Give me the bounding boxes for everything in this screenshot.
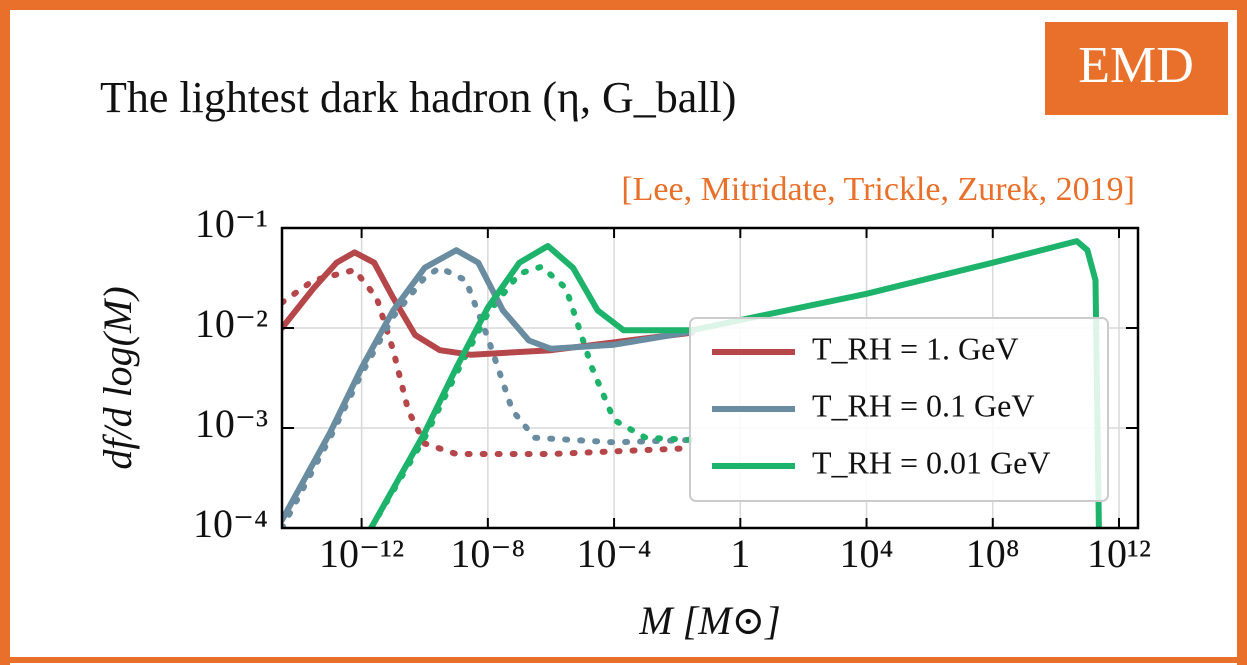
x-tick-label: 10¹² — [1087, 531, 1151, 576]
legend-label: T_RH = 0.01 GeV — [812, 444, 1050, 480]
x-tick-label: 1 — [730, 531, 750, 576]
ticks: 10⁻¹² 10⁻⁸ 10⁻⁴ 1 10⁴ 10⁸ 10¹² 10⁻⁴ 10⁻³ 10⁻² 10⁻¹ — [193, 201, 1151, 576]
plot-lines — [282, 238, 1102, 528]
y-tick-label: 10⁻³ — [195, 401, 268, 446]
x-tick-label: 10⁴ — [840, 531, 894, 576]
legend-box — [689, 317, 1109, 502]
series-line — [368, 238, 1102, 528]
y-axis-label: df/d log(M) — [95, 286, 140, 469]
slide-title: The lightest dark hadron (η, G_ball) — [100, 73, 736, 122]
series-line — [282, 247, 696, 524]
y-tick-label: 10⁻¹ — [195, 201, 268, 246]
legend: T_RH = 1. GeV T_RH = 0.1 GeV T_RH = 0.01 G… — [689, 317, 1109, 502]
plot-frame — [280, 226, 1140, 530]
y-tick-label: 10⁻⁴ — [193, 501, 268, 546]
citation: [Lee, Mitridate, Trickle, Zurek, 2019] — [621, 171, 1135, 208]
badge: EMD — [1078, 37, 1194, 94]
x-tick-label: 10⁻⁴ — [577, 531, 652, 576]
legend-label: T_RH = 0.1 GeV — [812, 387, 1034, 423]
x-tick-label: 10⁻⁸ — [450, 531, 525, 576]
dotted-series-line — [282, 267, 696, 457]
x-tick-label: 10⁻¹² — [319, 531, 404, 576]
badge-box — [1045, 22, 1228, 115]
legend-label: T_RH = 1. GeV — [812, 330, 1018, 366]
x-tick-label: 10⁸ — [966, 531, 1020, 576]
x-axis-label: M [M⊙] — [638, 598, 780, 643]
y-tick-label: 10⁻² — [195, 301, 268, 346]
dotted-series-line — [282, 264, 696, 528]
